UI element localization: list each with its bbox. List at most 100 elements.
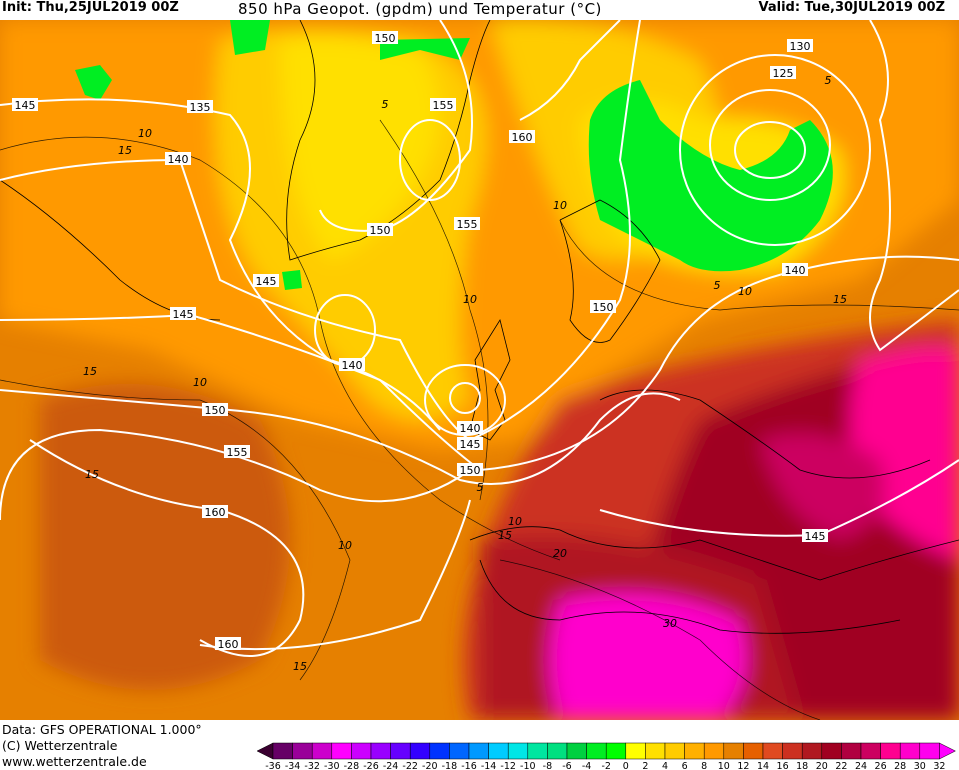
colorbar-tick-label: 14 <box>757 761 769 770</box>
data-source: Data: GFS OPERATIONAL 1.000° <box>2 722 202 737</box>
isotherm-label: 15 <box>83 365 97 378</box>
contour-label: 160 <box>215 637 241 651</box>
colorbar-segment <box>880 742 901 760</box>
svg-text:145: 145 <box>805 530 826 543</box>
isotherm-label: 15 <box>498 529 512 542</box>
map-title: 850 hPa Geopot. (gpdm) und Temperatur (°… <box>238 0 602 18</box>
svg-text:160: 160 <box>205 506 226 519</box>
colorbar-segment <box>331 742 352 760</box>
colorbar-segment <box>821 742 842 760</box>
colorbar-tick-label: 8 <box>701 761 707 770</box>
contour-label: 130 <box>787 39 813 53</box>
colorbar-segment <box>919 742 940 760</box>
contour-label: 150 <box>590 300 616 314</box>
svg-text:140: 140 <box>168 153 189 166</box>
svg-text:145: 145 <box>256 275 277 288</box>
colorbar-tick-label: 24 <box>855 761 867 770</box>
contour-label: 125 <box>770 66 796 80</box>
colorbar-segment <box>605 742 627 760</box>
svg-text:150: 150 <box>593 301 614 314</box>
colorbar-segment <box>743 742 764 760</box>
colorbar-tick-label: -26 <box>363 761 379 770</box>
colorbar-tick-label: -4 <box>582 761 591 770</box>
colorbar-tick-label: -36 <box>265 761 281 770</box>
colorbar-segment <box>801 742 823 760</box>
colorbar-segment <box>488 742 509 760</box>
colorbar-tick-label: 10 <box>718 761 730 770</box>
isotherm-label: 10 <box>508 515 522 528</box>
isotherm-label: 20 <box>553 547 567 560</box>
colorbar-tick-label: -20 <box>422 761 438 770</box>
colorbar-tick-label: -10 <box>520 761 536 770</box>
svg-text:145: 145 <box>15 99 36 112</box>
colorbar-tick-label: 6 <box>682 761 688 770</box>
colorbar-segment <box>351 742 372 760</box>
valid-time: Valid: Tue,30JUL2019 00Z <box>758 0 945 15</box>
colorbar-tick-label: -12 <box>500 761 516 770</box>
svg-text:150: 150 <box>460 464 481 477</box>
svg-text:150: 150 <box>205 404 226 417</box>
colorbar: -36 -34 -32 -30 -28 -26 -24 -22 -20 -18 -16 -14 -12-… <box>256 742 956 770</box>
colorbar-segment <box>566 742 587 760</box>
colorbar-tick-label: 26 <box>875 761 887 770</box>
colorbar-tick-label: 2 <box>642 761 648 770</box>
colorbar-segment <box>311 742 333 760</box>
colorbar-tick-label: -6 <box>562 761 571 770</box>
isotherm-label: 10 <box>738 285 752 298</box>
colorbar-segment <box>272 742 293 760</box>
isotherm-label: 15 <box>85 468 99 481</box>
colorbar-tick-label: 22 <box>835 761 847 770</box>
contour-label: 150 <box>457 463 483 477</box>
geopotential-labels: 145 135 150 155 160 130 125 140 150 155 … <box>12 31 828 651</box>
svg-text:140: 140 <box>460 422 481 435</box>
svg-text:160: 160 <box>512 131 533 144</box>
colorbar-tick-label: 0 <box>623 761 629 770</box>
colorbar-tick-label: -18 <box>442 761 458 770</box>
contour-label: 150 <box>372 31 398 45</box>
temperature-field <box>0 20 959 720</box>
svg-text:135: 135 <box>190 101 211 114</box>
contour-label: 150 <box>202 403 228 417</box>
colorbar-tick-label: 18 <box>796 761 808 770</box>
colorbar-segment <box>429 742 450 760</box>
isotherm-label: 10 <box>553 199 567 212</box>
colorbar-segment <box>703 742 725 760</box>
cold-core-green <box>588 80 833 272</box>
svg-text:155: 155 <box>227 446 248 459</box>
contour-label: 155 <box>224 445 250 459</box>
isotherm-label: 15 <box>118 144 132 157</box>
contour-label: 145 <box>170 307 196 321</box>
colorbar-tick-label: 20 <box>816 761 828 770</box>
colorbar-tick-label: 28 <box>894 761 906 770</box>
isotherm-label: 10 <box>193 376 207 389</box>
colorbar-segment <box>841 742 862 760</box>
colorbar-tick-label: -30 <box>324 761 340 770</box>
colorbar-segment <box>586 742 607 760</box>
colorbar-tick-label: -34 <box>285 761 301 770</box>
contour-label: 145 <box>802 529 828 543</box>
colorbar-segment <box>645 742 666 760</box>
svg-text:145: 145 <box>173 308 194 321</box>
contour-label: 145 <box>12 98 38 112</box>
contour-label: 140 <box>782 263 808 277</box>
temperature-labels: 10 15 5 10 10 5 10 15 15 10 15 5 10 15 2… <box>83 74 847 673</box>
colorbar-segment <box>547 742 568 760</box>
isotherm-label: 5 <box>714 279 721 292</box>
colorbar-segment <box>684 742 705 760</box>
colorbar-over-arrow <box>939 742 956 760</box>
svg-text:150: 150 <box>375 32 396 45</box>
colorbar-segment <box>468 742 489 760</box>
isotherm-label: 10 <box>338 539 352 552</box>
colorbar-segment <box>762 742 783 760</box>
svg-text:145: 145 <box>460 438 481 451</box>
colorbar-tick-label: 16 <box>777 761 789 770</box>
isotherm-label: 5 <box>477 481 484 494</box>
svg-text:140: 140 <box>785 264 806 277</box>
contour-label: 145 <box>457 437 483 451</box>
website: www.wetterzentrale.de <box>2 754 147 769</box>
colorbar-segment <box>292 742 313 760</box>
colorbar-tick-label: -22 <box>402 761 418 770</box>
colorbar-segment <box>409 742 431 760</box>
colorbar-tick-label: -14 <box>481 761 497 770</box>
colorbar-under-arrow <box>256 742 274 760</box>
